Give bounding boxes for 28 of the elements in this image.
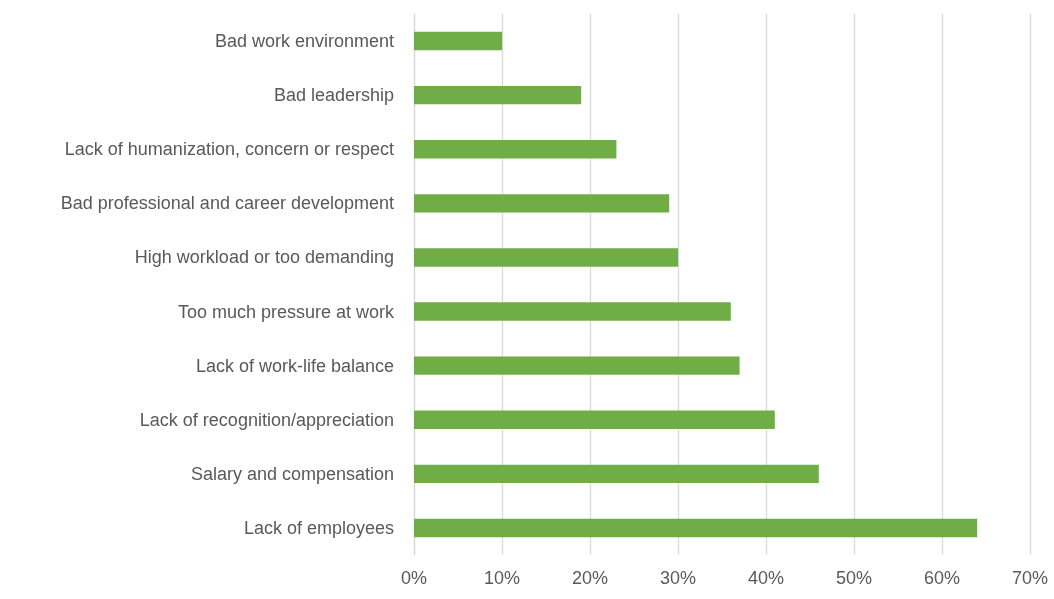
x-tick-label: 0% [400, 568, 428, 588]
x-tick-label: 40% [747, 568, 785, 588]
x-tick-label: 30% [659, 568, 697, 588]
bar [414, 85, 582, 105]
x-tick-label: 10% [483, 568, 521, 588]
x-tick-label: 70% [1011, 568, 1049, 588]
y-tick-label: Lack of recognition/appreciation [139, 409, 394, 430]
y-tick-label: Lack of humanization, concern or respect [64, 139, 394, 160]
y-tick-label: Bad work environment [214, 31, 394, 52]
y-tick-label: Salary and compensation [190, 463, 394, 484]
y-tick-label: Too much pressure at work [177, 301, 395, 322]
y-tick-label: High workload or too demanding [134, 247, 394, 268]
x-tick-label: 60% [923, 568, 961, 588]
bar [414, 302, 731, 321]
x-tick-label: 20% [571, 568, 609, 588]
bar [414, 464, 819, 484]
bar [414, 194, 670, 213]
y-tick-label: Lack of employees [243, 517, 394, 538]
bar [414, 356, 740, 375]
y-tick-label: Bad leadership [273, 85, 394, 106]
bar [414, 410, 775, 429]
bar [414, 518, 978, 538]
x-tick-label: 50% [835, 568, 873, 588]
bar [414, 140, 617, 159]
bar [414, 248, 678, 267]
y-tick-label: Bad professional and career development [60, 193, 394, 214]
y-tick-label: Lack of work-life balance [195, 355, 394, 376]
bar [414, 31, 502, 51]
